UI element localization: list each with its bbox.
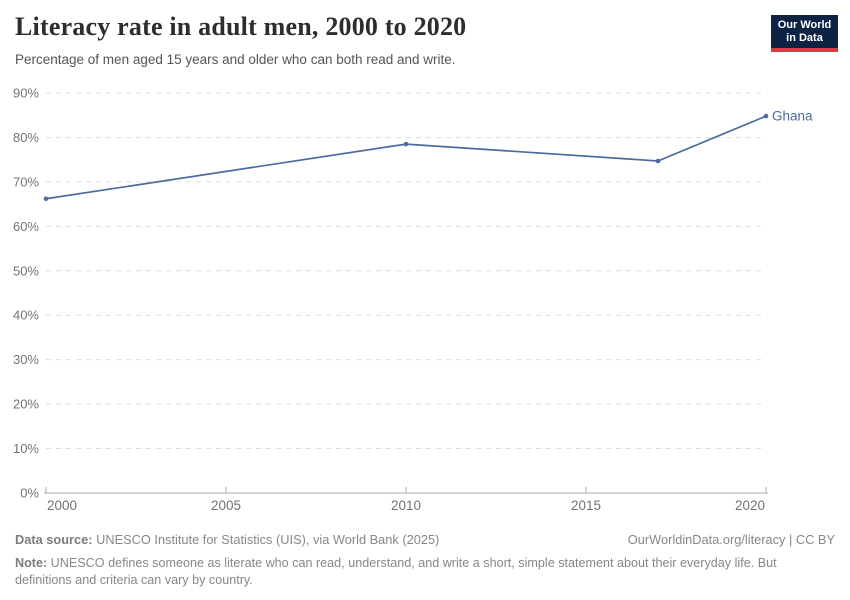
- page-title: Literacy rate in adult men, 2000 to 2020: [15, 12, 467, 41]
- footer-note-text: UNESCO defines someone as literate who c…: [15, 556, 777, 588]
- y-axis-tick-label: 20%: [13, 397, 39, 412]
- x-axis-tick-label: 2015: [571, 498, 601, 513]
- logo-line2: in Data: [786, 32, 823, 44]
- series-line[interactable]: [45, 115, 767, 200]
- x-axis-tick-label: 2005: [211, 498, 241, 513]
- data-point[interactable]: [43, 196, 49, 202]
- y-axis-tick-label: 30%: [13, 352, 39, 367]
- chart-subtitle: Percentage of men aged 15 years and olde…: [15, 52, 456, 67]
- y-axis-tick-label: 40%: [13, 308, 39, 323]
- y-axis-tick-label: 60%: [13, 219, 39, 234]
- data-point[interactable]: [403, 141, 409, 147]
- y-axis-tick-label: 80%: [13, 130, 39, 145]
- x-axis-tick-label: 2000: [47, 498, 77, 513]
- footer-source-row: Data source: UNESCO Institute for Statis…: [15, 532, 835, 547]
- y-axis-tick-label: 70%: [13, 174, 39, 189]
- chart-canvas: 0% 10% 20% 30% 40% 50% 60% 70% 80% 90% 2000 2005 201…: [13, 86, 813, 514]
- data-point[interactable]: [763, 113, 769, 119]
- data-point[interactable]: [655, 158, 661, 164]
- y-axis-tick-label: 90%: [13, 86, 39, 101]
- y-axis-tick-label: 10%: [13, 441, 39, 456]
- series-label[interactable]: Ghana: [772, 109, 813, 124]
- y-axis-tick-label: 0%: [20, 486, 39, 501]
- x-axis-tick-label: 2010: [391, 498, 421, 513]
- logo-line1: Our World: [777, 19, 832, 31]
- data-source-text: UNESCO Institute for Statistics (UIS), v…: [92, 532, 440, 547]
- data-source: Data source: UNESCO Institute for Statis…: [15, 532, 439, 547]
- owid-logo[interactable]: Our World in Data: [771, 15, 838, 52]
- x-axis-tick-label: 2020: [735, 498, 765, 513]
- y-axis-tick-label: 50%: [13, 263, 39, 278]
- footer-link[interactable]: OurWorldinData.org/literacy | CC BY: [627, 532, 835, 547]
- data-source-label: Data source:: [15, 532, 93, 547]
- footer-note: Note: UNESCO defines someone as literate…: [15, 555, 803, 590]
- footer-note-label: Note:: [15, 556, 48, 570]
